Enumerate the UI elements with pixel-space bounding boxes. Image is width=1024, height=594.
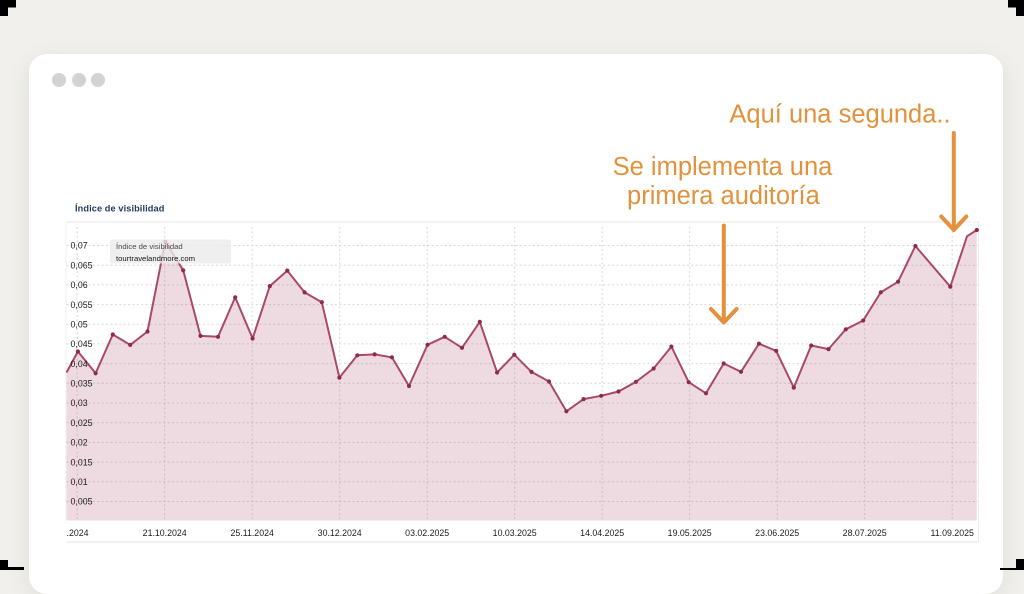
svg-text:03.02.2025: 03.02.2025 <box>405 528 449 538</box>
svg-text:14.04.2025: 14.04.2025 <box>580 528 624 538</box>
svg-text:19.05.2025: 19.05.2025 <box>668 528 712 538</box>
svg-text:10.03.2025: 10.03.2025 <box>493 528 537 538</box>
svg-text:Índice de visibilidad: Índice de visibilidad <box>116 242 183 251</box>
svg-text:0,07: 0,07 <box>71 241 88 251</box>
svg-text:30.12.2024: 30.12.2024 <box>318 528 362 538</box>
svg-text:0,03: 0,03 <box>71 398 88 408</box>
svg-text:0,04: 0,04 <box>71 359 88 369</box>
svg-text:0,065: 0,065 <box>71 260 93 270</box>
svg-text:0,06: 0,06 <box>71 280 88 290</box>
svg-text:11.09.2025: 11.09.2025 <box>931 528 974 538</box>
svg-text:0,01: 0,01 <box>71 477 88 487</box>
svg-text:0,045: 0,045 <box>71 339 93 349</box>
svg-text:0,015: 0,015 <box>71 457 93 467</box>
svg-text:0,05: 0,05 <box>71 320 88 330</box>
svg-text:0,055: 0,055 <box>71 300 93 310</box>
svg-text:Índice de visibilidad: Índice de visibilidad <box>75 203 164 214</box>
svg-text:Se implementa una: Se implementa una <box>613 153 834 181</box>
svg-text:0,025: 0,025 <box>71 418 93 428</box>
svg-text:primera auditoría: primera auditoría <box>627 182 821 210</box>
svg-text:.2024: .2024 <box>67 528 89 538</box>
svg-text:23.06.2025: 23.06.2025 <box>755 528 799 538</box>
svg-text:0,005: 0,005 <box>71 497 93 507</box>
svg-text:25.11.2024: 25.11.2024 <box>231 528 274 538</box>
svg-text:tourtravelandmore.com: tourtravelandmore.com <box>116 254 195 263</box>
svg-text:28.07.2025: 28.07.2025 <box>843 528 887 538</box>
svg-text:0,035: 0,035 <box>71 379 93 389</box>
svg-text:Aquí una segunda..: Aquí una segunda.. <box>729 101 950 129</box>
svg-text:0,02: 0,02 <box>71 438 88 448</box>
svg-text:21.10.2024: 21.10.2024 <box>143 528 187 538</box>
